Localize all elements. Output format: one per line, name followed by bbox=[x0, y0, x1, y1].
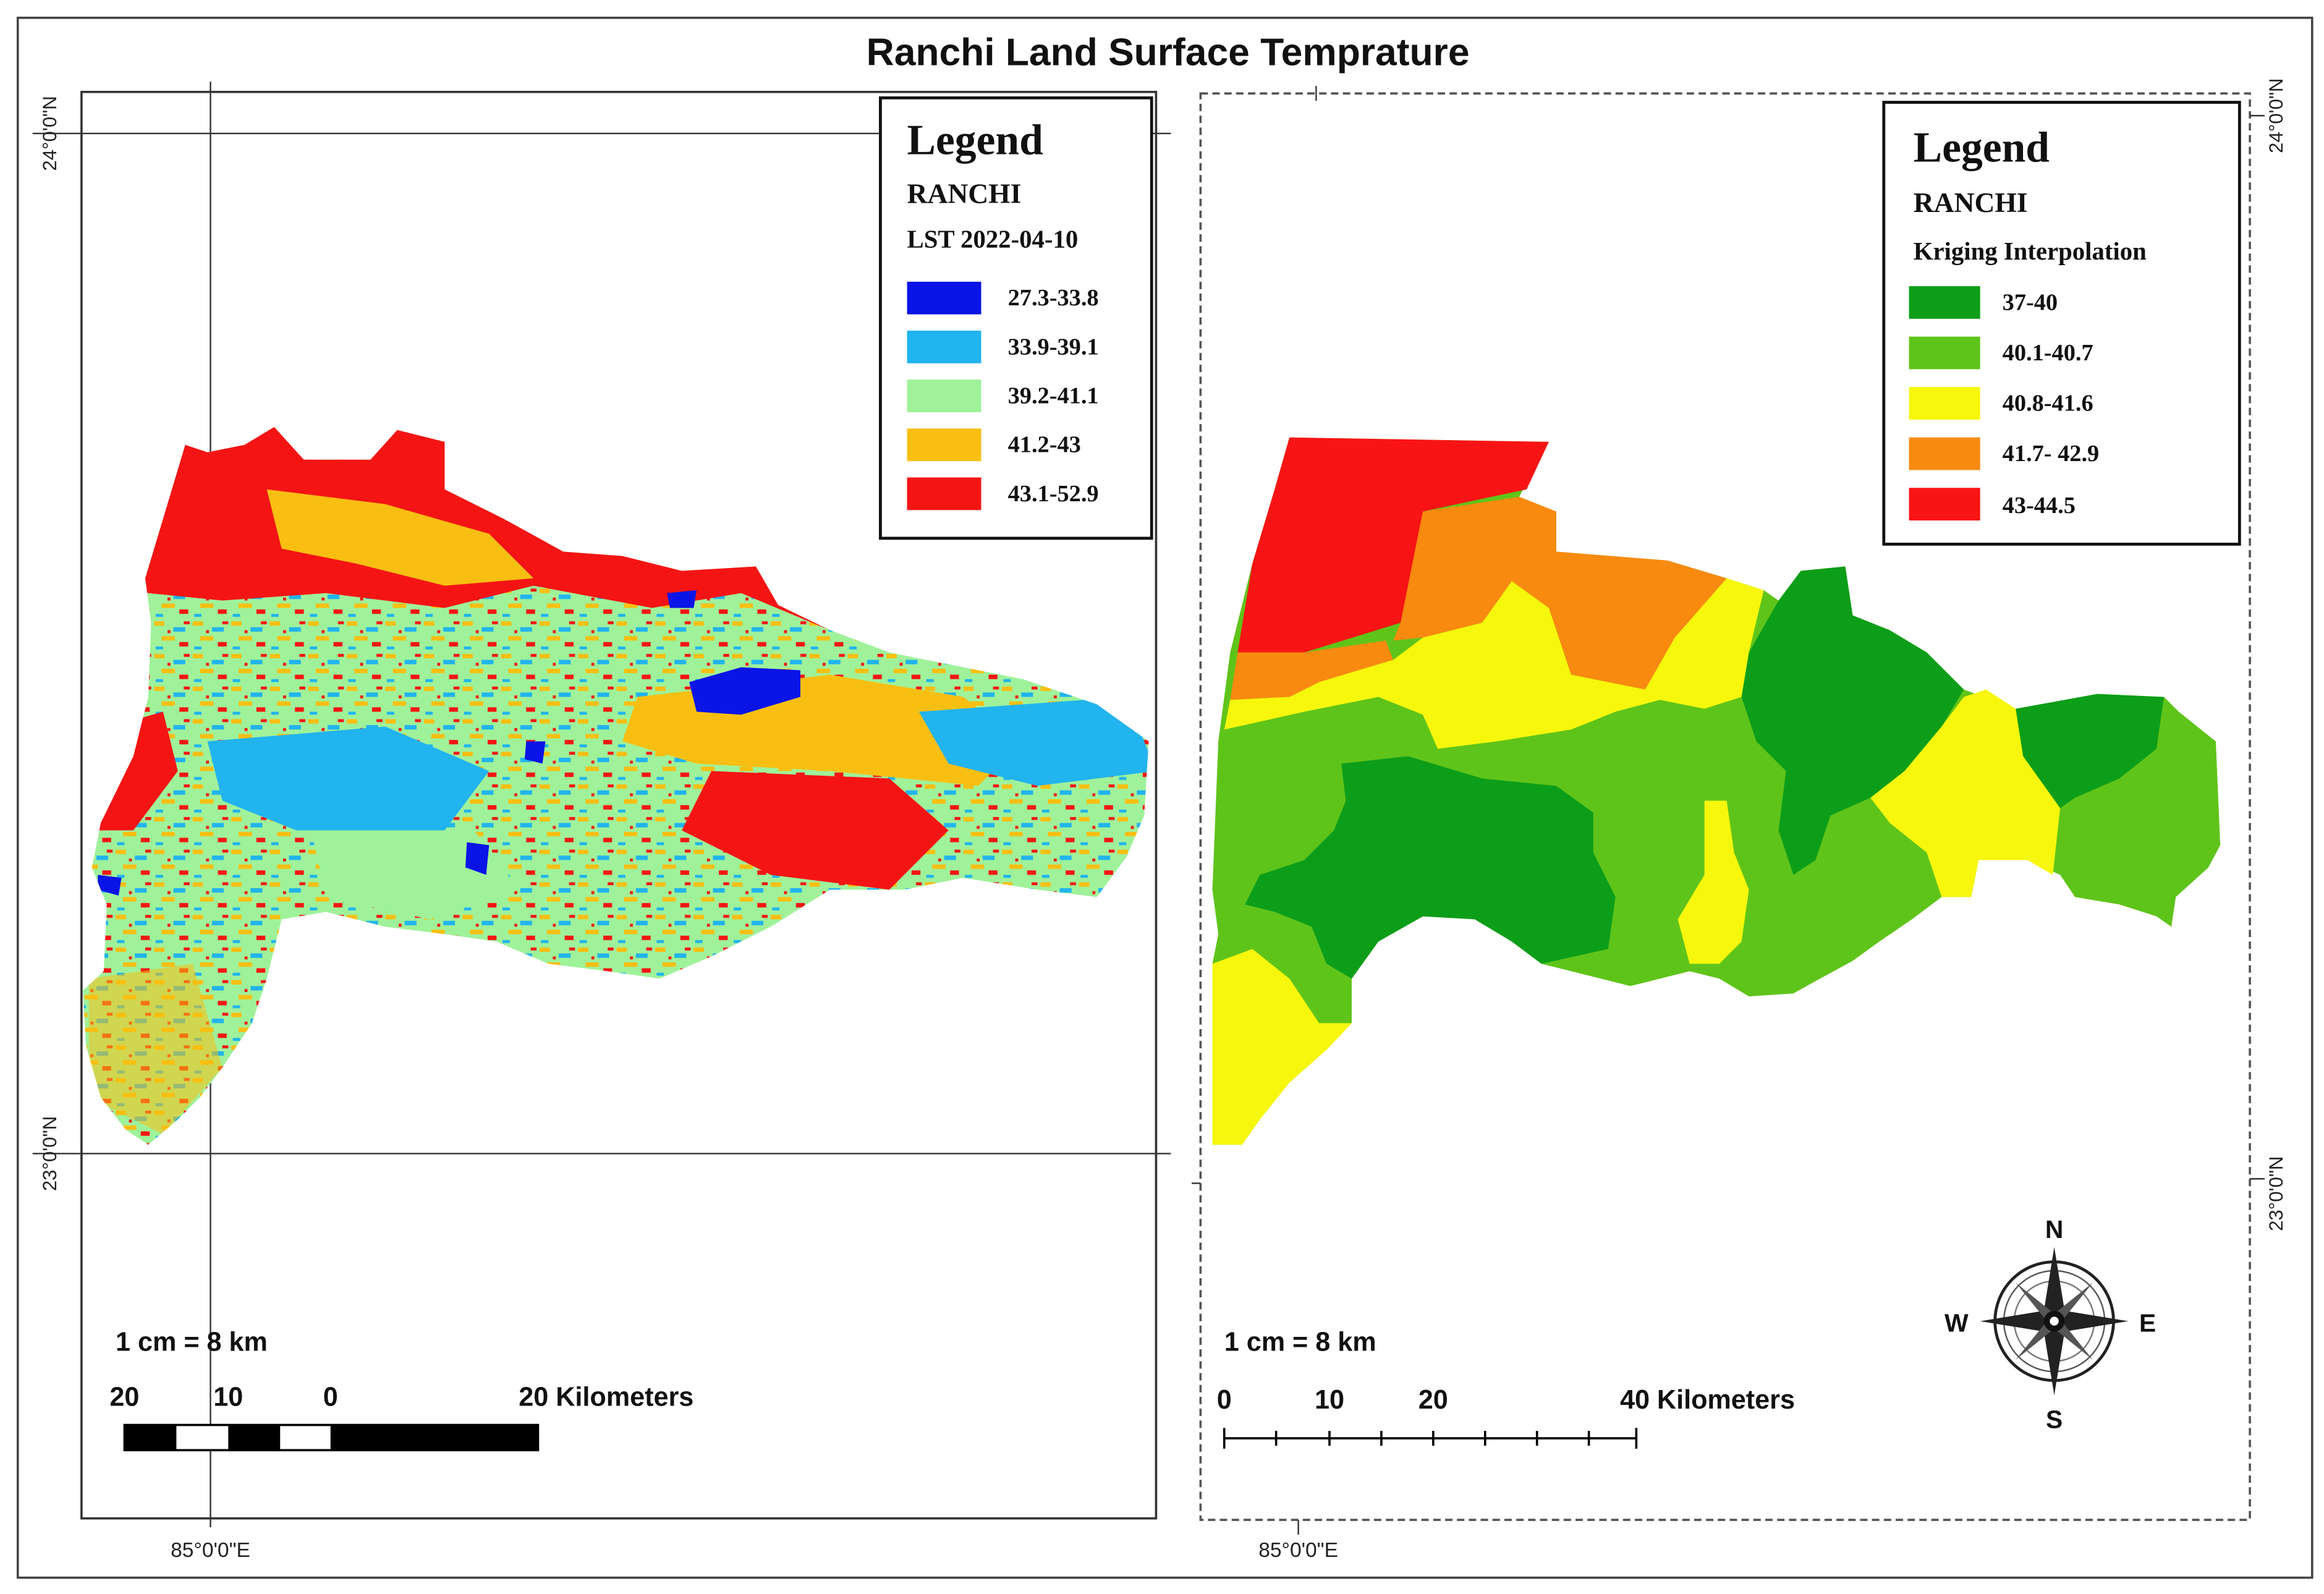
right-legend: Legend RANCHI Kriging Interpolation 37-4… bbox=[1882, 101, 2241, 546]
compass-w-label: W bbox=[1944, 1308, 1969, 1337]
figure-title: Ranchi Land Surface Temprature bbox=[867, 32, 1470, 74]
left-scalebar-label-0: 20 bbox=[109, 1382, 139, 1412]
right-scalebar-label-3: 40 Kilometers bbox=[1620, 1385, 1795, 1415]
left-legend-heading: Legend bbox=[907, 116, 1043, 164]
right-legend-label-4: 43-44.5 bbox=[2003, 493, 2076, 519]
right-legend-label-0: 37-40 bbox=[2003, 289, 2058, 315]
right-legend-place: RANCHI bbox=[1914, 187, 2028, 218]
left-legend-label-2: 39.2-41.1 bbox=[1008, 383, 1099, 409]
left-legend-swatch-0 bbox=[907, 281, 982, 315]
right-legend-heading: Legend bbox=[1914, 124, 2050, 171]
right-legend-swatch-3 bbox=[1909, 437, 1980, 470]
left-legend-swatch-4 bbox=[907, 477, 982, 511]
left-legend: Legend RANCHI LST 2022-04-10 27.3-33.8 3… bbox=[878, 96, 1153, 540]
right-lon-label-85e: 85°0'0"E bbox=[1258, 1539, 1338, 1562]
right-legend-swatch-4 bbox=[1909, 488, 1980, 521]
left-scalebar-label-2: 0 bbox=[323, 1382, 338, 1412]
right-legend-label-1: 40.1-40.7 bbox=[2003, 340, 2093, 366]
compass-rose-icon bbox=[1980, 1247, 2129, 1396]
left-lon-label-85e: 85°0'0"E bbox=[171, 1539, 250, 1562]
right-scalebar-label-2: 20 bbox=[1419, 1385, 1448, 1415]
left-legend-label-1: 33.9-39.1 bbox=[1008, 334, 1099, 360]
right-scalebar-label-1: 10 bbox=[1315, 1385, 1344, 1415]
left-scalebar bbox=[123, 1423, 540, 1452]
left-legend-place: RANCHI bbox=[907, 178, 1022, 210]
right-legend-subtitle: Kriging Interpolation bbox=[1914, 237, 2147, 265]
left-scale-text: 1 cm = 8 km bbox=[116, 1328, 268, 1357]
right-legend-label-2: 40.8-41.6 bbox=[2003, 391, 2093, 417]
kriging-surface bbox=[1212, 437, 2221, 1145]
left-scalebar-label-3: 20 Kilometers bbox=[519, 1382, 693, 1412]
right-lat-label-24n: 24°0'0"N bbox=[2265, 78, 2287, 153]
left-legend-label-3: 41.2-43 bbox=[1008, 432, 1081, 458]
right-scale-text: 1 cm = 8 km bbox=[1224, 1328, 1376, 1357]
left-legend-label-4: 43.1-52.9 bbox=[1008, 481, 1099, 507]
left-legend-swatch-3 bbox=[907, 428, 982, 462]
left-legend-label-0: 27.3-33.8 bbox=[1008, 285, 1099, 311]
left-scalebar-label-1: 10 bbox=[213, 1382, 243, 1412]
right-legend-label-3: 41.7- 42.9 bbox=[2003, 441, 2100, 467]
right-legend-swatch-0 bbox=[1909, 286, 1980, 319]
compass-e-label: E bbox=[2139, 1308, 2156, 1337]
right-legend-swatch-2 bbox=[1909, 387, 1980, 420]
right-legend-swatch-1 bbox=[1909, 336, 1980, 370]
right-lat-label-23n: 23°0'0"N bbox=[2265, 1156, 2287, 1231]
right-scalebar-label-0: 0 bbox=[1217, 1385, 1232, 1415]
left-legend-swatch-2 bbox=[907, 379, 982, 412]
left-lat-label-23n: 23°0'0"N bbox=[39, 1116, 61, 1191]
left-lat-label-24n: 24°0'0"N bbox=[39, 96, 61, 171]
right-scalebar bbox=[1223, 1428, 1638, 1449]
left-legend-swatch-1 bbox=[907, 330, 982, 363]
right-map-panel: Legend RANCHI Kriging Interpolation 37-4… bbox=[1191, 78, 2287, 1562]
left-legend-subtitle: LST 2022-04-10 bbox=[907, 226, 1079, 253]
compass-s-label: S bbox=[2046, 1405, 2063, 1433]
compass-n-label: N bbox=[2045, 1215, 2063, 1244]
